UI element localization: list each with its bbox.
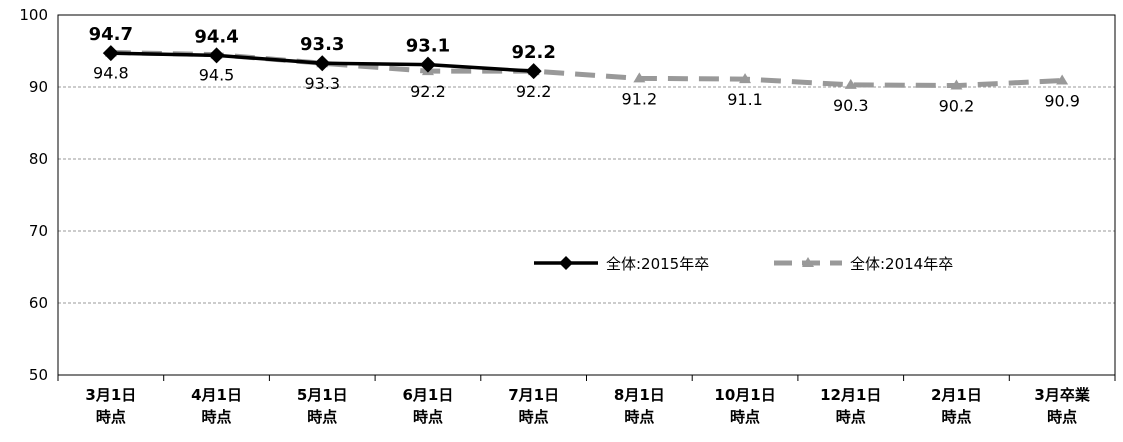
x-tick-label: 12月1日時点	[820, 386, 881, 426]
data-label-2014: 94.5	[199, 66, 235, 85]
series-point-2014	[844, 78, 857, 89]
data-labels: 94.7 94.4 93.3 93.1 92.2 94.8 94.5 93.3 92.2 92.2…	[89, 24, 1080, 115]
x-tick-label: 4月1日時点	[191, 386, 242, 426]
legend-marker-2014	[802, 257, 814, 267]
data-label-2015: 92.2	[511, 42, 555, 63]
series-point-2015	[525, 63, 542, 80]
data-label-2014: 94.8	[93, 63, 129, 82]
x-tick-label: 2月1日時点	[931, 386, 982, 426]
legend-label-2014: 全体:2014年卒	[850, 255, 953, 273]
x-tick-label: 6月1日時点	[403, 386, 454, 426]
y-tick-label: 70	[29, 222, 48, 240]
y-tick-label: 60	[29, 294, 48, 312]
grid-lines	[58, 86, 1115, 304]
x-tick-label: 5月1日時点	[297, 386, 348, 426]
x-tick-label: 8月1日時点	[614, 386, 665, 426]
y-tick-label: 90	[29, 78, 48, 96]
series-point-2014	[739, 73, 752, 84]
x-tick-label: 7月1日時点	[508, 386, 559, 426]
data-label-2015: 94.4	[194, 26, 238, 47]
x-tick-label: 3月卒業時点	[1034, 386, 1090, 426]
data-label-2014: 93.3	[304, 74, 340, 93]
data-label-2015: 94.7	[89, 24, 133, 45]
series-point-2014	[950, 79, 963, 90]
data-label-2014: 90.3	[833, 96, 869, 115]
x-tick-label: 3月1日時点	[85, 386, 136, 426]
legend: 全体:2015年卒 全体:2014年卒	[534, 255, 953, 273]
series-point-2014	[633, 72, 646, 83]
series-point-2015	[208, 47, 225, 64]
y-tick-label: 100	[19, 6, 48, 24]
y-tick-label: 50	[29, 366, 48, 384]
series-point-2014	[1056, 74, 1069, 85]
data-label-2014: 92.2	[516, 82, 552, 101]
data-label-2014: 91.1	[727, 90, 763, 109]
axes: 50 60 70 80 90 100 3月1日時点 4月1日時点 5月1日時点 6月1日時点 7月1…	[19, 6, 1116, 426]
data-label-2014: 90.2	[939, 97, 975, 116]
data-label-2014: 90.9	[1044, 92, 1080, 111]
x-tick-label: 10月1日時点	[714, 386, 775, 426]
series-point-2015	[314, 55, 331, 72]
y-tick-label: 80	[29, 150, 48, 168]
series-point-2015	[102, 45, 119, 62]
series-point-2015	[419, 56, 436, 73]
legend-marker-2015	[559, 256, 573, 270]
data-label-2015: 93.1	[406, 36, 450, 57]
data-label-2015: 93.3	[300, 34, 344, 55]
data-label-2014: 92.2	[410, 82, 446, 101]
legend-label-2015: 全体:2015年卒	[606, 255, 709, 273]
series-group	[102, 45, 1069, 90]
data-label-2014: 91.2	[622, 89, 658, 108]
